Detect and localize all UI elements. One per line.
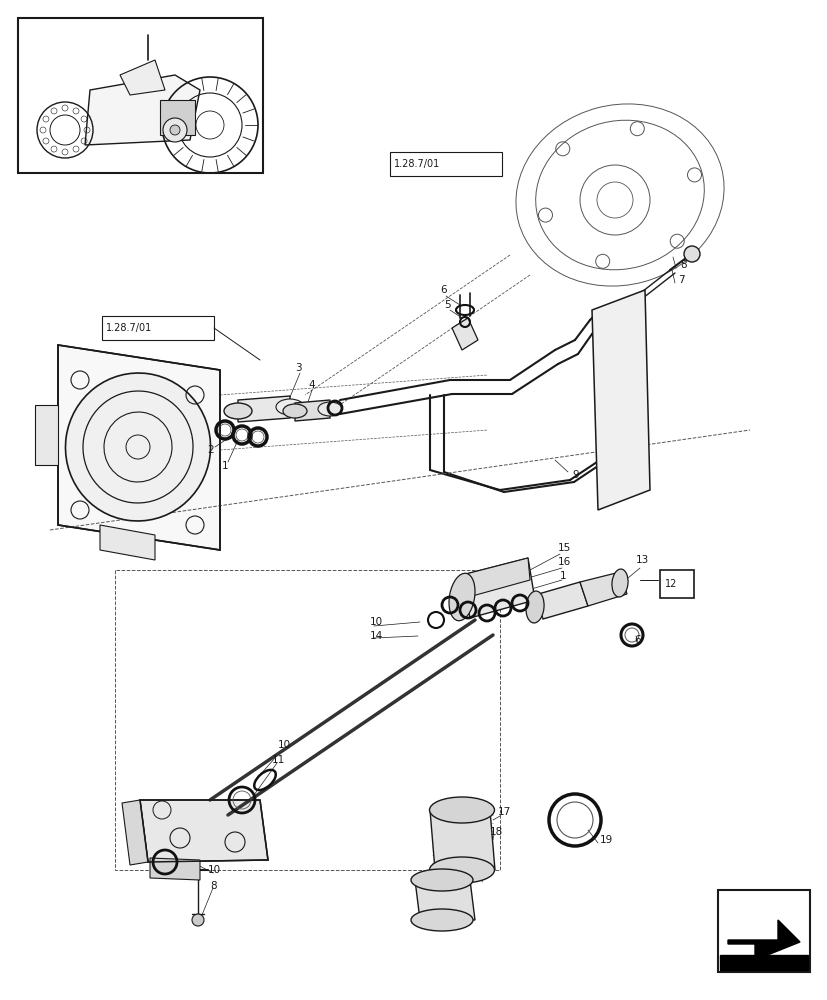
- Circle shape: [683, 246, 699, 262]
- Circle shape: [170, 125, 179, 135]
- Text: 10: 10: [370, 617, 383, 627]
- Text: 14: 14: [370, 631, 383, 641]
- Polygon shape: [100, 525, 155, 560]
- Text: 7: 7: [677, 275, 684, 285]
- Polygon shape: [461, 558, 534, 618]
- Polygon shape: [35, 405, 58, 465]
- Polygon shape: [727, 920, 799, 960]
- Text: 6: 6: [633, 635, 640, 645]
- Bar: [717, 890, 809, 972]
- Text: 8: 8: [210, 881, 217, 891]
- Ellipse shape: [525, 591, 543, 623]
- Ellipse shape: [429, 797, 494, 823]
- Ellipse shape: [429, 857, 494, 883]
- Circle shape: [163, 118, 187, 142]
- Polygon shape: [452, 318, 477, 350]
- Polygon shape: [294, 400, 330, 421]
- Text: 16: 16: [557, 557, 571, 567]
- Polygon shape: [414, 880, 475, 920]
- Polygon shape: [150, 858, 200, 880]
- Polygon shape: [579, 572, 626, 606]
- Ellipse shape: [65, 373, 210, 521]
- Ellipse shape: [275, 399, 304, 415]
- Polygon shape: [122, 800, 148, 865]
- Bar: [18, 18, 263, 173]
- Polygon shape: [461, 558, 529, 598]
- Text: 18: 18: [490, 827, 503, 837]
- Text: 12: 12: [664, 579, 676, 589]
- Polygon shape: [429, 810, 495, 870]
- Ellipse shape: [410, 909, 472, 931]
- Text: 10: 10: [208, 865, 221, 875]
- Text: 15: 15: [557, 543, 571, 553]
- Text: 9: 9: [571, 470, 578, 480]
- Text: 13: 13: [635, 555, 648, 565]
- Ellipse shape: [318, 402, 342, 416]
- Polygon shape: [534, 582, 587, 619]
- Polygon shape: [719, 955, 807, 970]
- Polygon shape: [140, 800, 268, 862]
- Bar: [160, 100, 195, 135]
- Bar: [102, 316, 213, 340]
- Ellipse shape: [410, 869, 472, 891]
- Text: 1.28.7/01: 1.28.7/01: [394, 159, 440, 169]
- Bar: [719, 892, 807, 970]
- Text: 3: 3: [294, 363, 301, 373]
- Text: 1: 1: [222, 461, 228, 471]
- Polygon shape: [591, 290, 649, 510]
- Bar: [390, 152, 501, 176]
- Text: 6: 6: [439, 285, 446, 295]
- Polygon shape: [237, 396, 289, 422]
- Text: 1.28.7/01: 1.28.7/01: [106, 323, 152, 333]
- Text: 4: 4: [308, 380, 314, 390]
- Ellipse shape: [224, 403, 251, 419]
- Text: 11: 11: [272, 755, 285, 765]
- Circle shape: [192, 914, 203, 926]
- Polygon shape: [85, 75, 200, 145]
- Text: 1: 1: [559, 571, 566, 581]
- Text: 5: 5: [443, 300, 450, 310]
- Text: 2: 2: [207, 445, 213, 455]
- Text: 10: 10: [278, 740, 291, 750]
- Ellipse shape: [611, 569, 628, 597]
- Text: 17: 17: [497, 807, 510, 817]
- Polygon shape: [58, 345, 220, 550]
- Text: 8: 8: [679, 260, 686, 270]
- Ellipse shape: [283, 404, 307, 418]
- Polygon shape: [120, 60, 165, 95]
- Bar: [659, 570, 693, 598]
- Text: 19: 19: [600, 835, 613, 845]
- Ellipse shape: [448, 573, 475, 621]
